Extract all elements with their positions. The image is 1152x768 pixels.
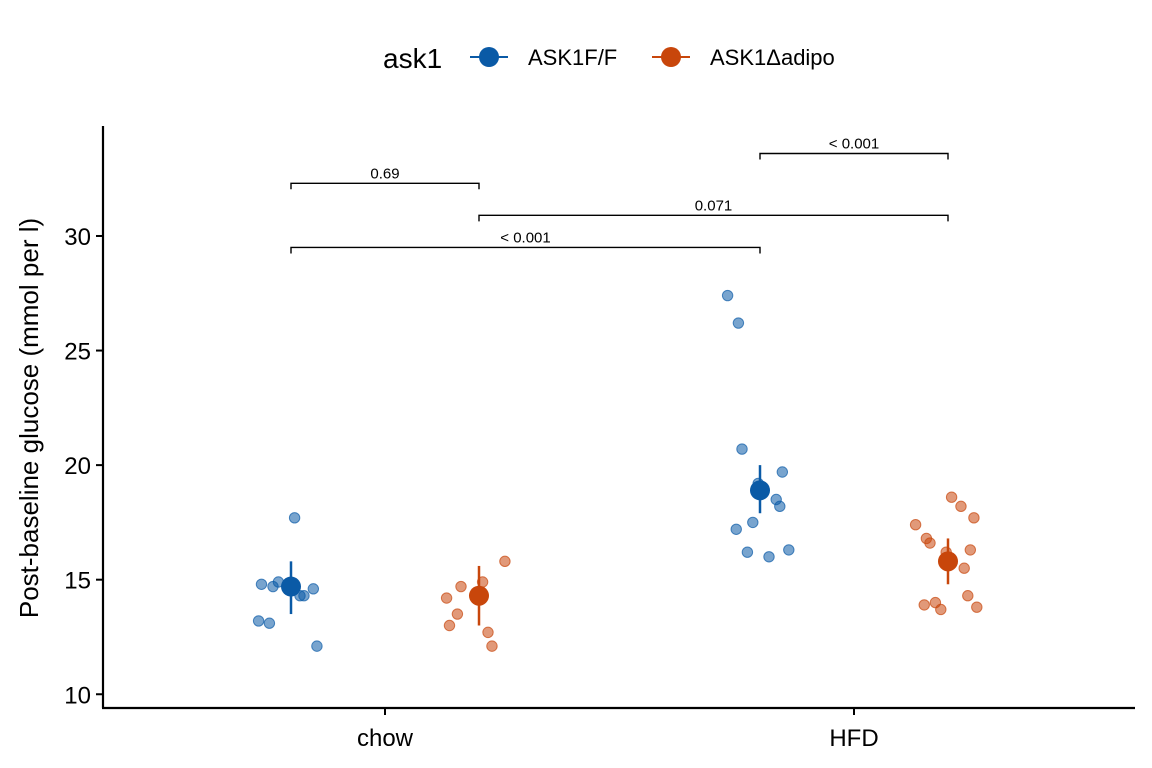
data-point	[252, 615, 265, 627]
x-axis-ticks: chow HFD	[357, 708, 879, 752]
comparison-brackets: 0.69 < 0.001 0.071 < 0.001	[290, 135, 949, 254]
y-tick-label: 25	[64, 339, 91, 366]
comparison-bracket	[290, 182, 480, 190]
mean-marker	[281, 576, 301, 597]
data-point	[440, 592, 453, 604]
data-point	[971, 601, 983, 613]
data-point	[945, 491, 958, 503]
y-axis-title: Post-baseline glucose (mmol per l)	[14, 218, 44, 618]
data-point	[924, 537, 936, 549]
data-point	[741, 546, 754, 558]
legend-item-ask1-adipo: ASK1Δadipo	[652, 45, 835, 70]
data-point	[747, 516, 759, 529]
x-tick-label: HFD	[829, 725, 878, 752]
data-point	[776, 466, 789, 478]
data-point	[958, 562, 970, 574]
legend: ask1 ASK1F/F ASK1Δadipo	[383, 43, 835, 74]
data-point	[774, 500, 786, 513]
x-tick-label: chow	[357, 725, 414, 752]
data-point	[918, 599, 930, 611]
data-point	[455, 580, 467, 593]
data-point	[311, 640, 323, 652]
comparison-bracket	[759, 152, 949, 160]
comparison-bracket	[290, 246, 761, 254]
legend-title: ask1	[383, 43, 442, 74]
legend-key-marker	[661, 47, 681, 67]
data-point	[263, 617, 276, 629]
y-tick-label: 10	[64, 682, 91, 709]
data-point	[443, 619, 456, 632]
data-point	[486, 640, 498, 652]
legend-item-ask1ff: ASK1F/F	[470, 45, 617, 70]
data-point	[763, 551, 775, 563]
data-point	[307, 583, 320, 595]
y-tick-label: 30	[64, 224, 91, 251]
data-point	[288, 512, 301, 524]
data-point	[955, 500, 967, 513]
data-point	[909, 518, 922, 531]
data-point	[732, 317, 745, 329]
p-value-label: 0.69	[370, 165, 399, 182]
p-value-label: 0.071	[695, 197, 733, 214]
legend-label-ask1ff: ASK1F/F	[528, 45, 617, 70]
y-tick-label: 15	[64, 568, 91, 595]
p-value-label: < 0.001	[829, 135, 879, 152]
data-point	[736, 443, 748, 455]
data-point	[499, 555, 511, 568]
y-tick-label: 20	[64, 453, 91, 480]
data-point	[783, 544, 795, 556]
legend-label-ask1-adipo: ASK1Δadipo	[710, 45, 835, 70]
data-point	[730, 523, 742, 535]
data-point	[451, 608, 464, 620]
mean-marker	[938, 551, 958, 572]
data-point	[482, 626, 494, 639]
group-means	[281, 465, 958, 626]
data-point	[298, 590, 310, 602]
p-value-label: < 0.001	[500, 229, 550, 246]
mean-marker	[469, 585, 489, 606]
data-point	[929, 596, 942, 609]
data-point	[721, 289, 734, 302]
y-axis-ticks: 10 15 20 25 30	[64, 224, 103, 709]
data-point	[962, 590, 974, 602]
data-points	[252, 289, 983, 652]
data-point	[255, 578, 268, 590]
data-point	[267, 580, 279, 593]
comparison-bracket	[478, 214, 949, 222]
legend-key-marker	[479, 47, 499, 67]
data-point	[964, 544, 977, 556]
mean-marker	[750, 480, 770, 501]
data-point	[968, 512, 980, 524]
